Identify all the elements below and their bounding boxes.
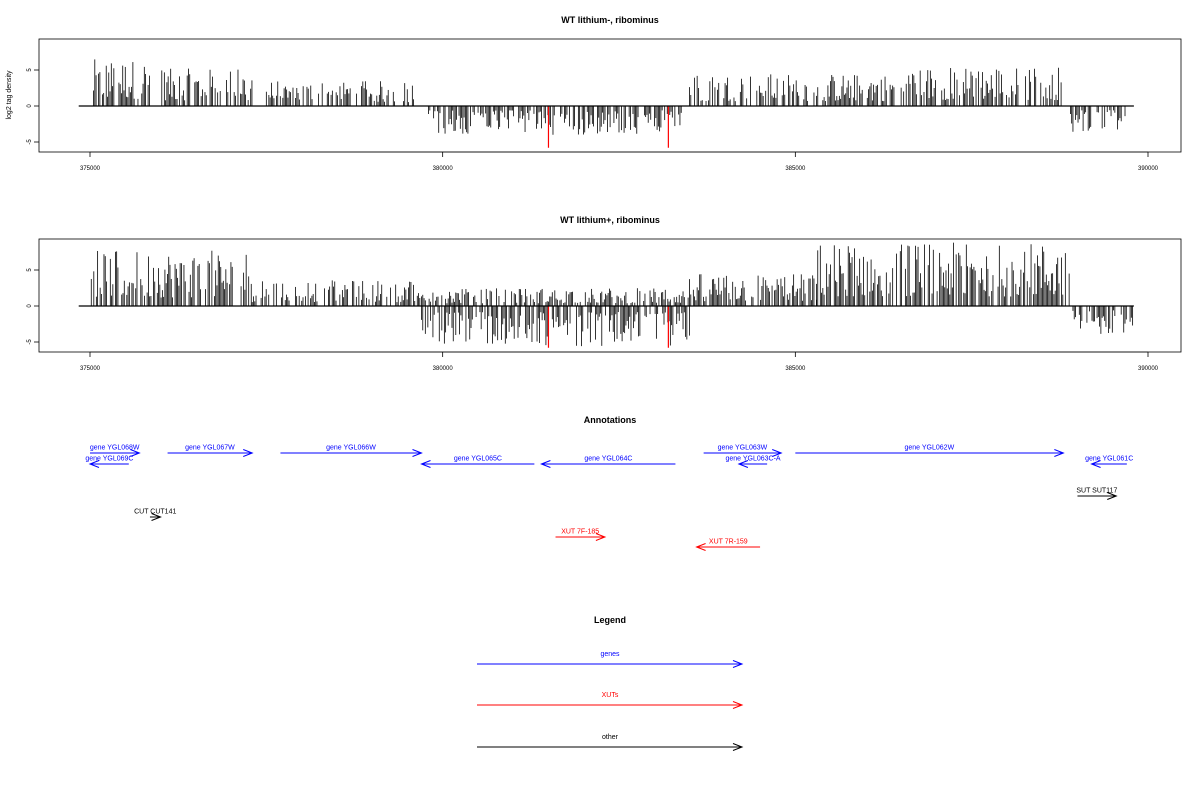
annotation-label: gene YGL064C <box>584 456 632 463</box>
annotations-track: Annotations gene YGL068W gene YGL069C gene… <box>85 415 1133 551</box>
legend: Legend genes XUTs other <box>477 615 744 751</box>
annotation-feature: gene YGL065C <box>420 456 535 468</box>
signal-bars <box>93 59 1126 135</box>
legend-item-xuts: XUTs <box>477 692 744 709</box>
annotation-label: XUT 7R-159 <box>709 539 748 546</box>
panel-title: WT lithium-, ribominus <box>561 15 659 25</box>
arrow-head <box>1107 492 1118 500</box>
legend-label: genes <box>600 651 620 658</box>
annotation-label: gene YGL066W <box>326 445 376 452</box>
x-tick-label: 390000 <box>1138 366 1159 372</box>
y-tick-label: -5 <box>27 139 33 145</box>
arrow-head <box>695 543 706 551</box>
x-tick-label: 380000 <box>433 366 454 372</box>
annotation-label: gene YGL068W <box>90 445 140 452</box>
panel-lithium-minus: WT lithium-, ribominus log2 tag density … <box>6 15 1182 172</box>
plot-frame <box>38 238 1182 353</box>
annotation-feature: gene YGL068W <box>90 445 141 457</box>
arrow-head <box>88 460 100 468</box>
y-tick-label: 0 <box>27 304 33 308</box>
annotation-label: gene YGL069C <box>85 456 133 463</box>
legend-title: Legend <box>594 615 626 625</box>
annotation-feature: SUT SUT117 <box>1076 488 1118 500</box>
arrow-head <box>595 533 607 541</box>
x-axis: 375000 380000 385000 390000 <box>80 151 1159 172</box>
arrow-head <box>420 460 431 468</box>
y-axis-label: log2 tag density <box>6 70 13 120</box>
annotation-feature: gene YGL067W <box>167 445 254 457</box>
annotation-label: gene YGL065C <box>454 456 502 463</box>
x-axis: 375000 380000 385000 390000 <box>80 351 1159 372</box>
x-tick-label: 375000 <box>80 166 101 172</box>
x-tick-label: 390000 <box>1138 166 1159 172</box>
arrow-head <box>772 449 783 457</box>
arrow-head <box>732 743 744 751</box>
y-axis: -5 0 5 <box>27 268 39 345</box>
signal-bars <box>90 242 1134 347</box>
arrow-head <box>737 460 749 468</box>
y-tick-label: 5 <box>27 68 33 72</box>
arrow-head <box>1090 460 1101 468</box>
y-tick-label: -5 <box>27 339 33 345</box>
annotation-label: CUT CUT141 <box>134 509 176 516</box>
arrow-head <box>151 513 162 521</box>
annotation-feature: gene YGL069C <box>85 456 133 468</box>
y-tick-label: 0 <box>27 104 33 108</box>
y-axis: -5 0 5 <box>27 68 39 145</box>
arrow-head <box>732 660 744 668</box>
x-tick-label: 375000 <box>80 366 101 372</box>
annotation-feature: gene YGL062W <box>795 445 1065 457</box>
y-tick-label: 5 <box>27 268 33 272</box>
annotation-feature: gene YGL061C <box>1085 456 1133 468</box>
annotation-label: gene YGL063C-A <box>725 456 780 463</box>
annotation-feature: gene YGL064C <box>540 456 676 468</box>
x-tick-label: 385000 <box>785 166 806 172</box>
annotation-feature: CUT CUT141 <box>134 509 176 521</box>
annotation-feature: gene YGL063C-A <box>725 456 781 468</box>
highlight-bars <box>547 106 669 148</box>
arrow-head <box>412 449 423 457</box>
arrow-head <box>243 449 254 457</box>
annotation-label: gene YGL061C <box>1085 456 1133 463</box>
annotation-feature: XUT 7R-159 <box>695 539 761 551</box>
legend-item-genes: genes <box>477 651 744 668</box>
annotation-label: SUT SUT117 <box>1076 488 1117 495</box>
annotations-title: Annotations <box>584 415 637 425</box>
annotation-label: gene YGL063W <box>718 445 768 452</box>
annotation-label: XUT 7F-185 <box>561 529 599 536</box>
arrow-head <box>732 701 744 709</box>
panel-lithium-plus: WT lithium+, ribominus 375000 380000 38500… <box>27 215 1182 372</box>
annotation-feature: gene YGL066W <box>280 445 423 457</box>
arrow-head <box>1054 449 1065 457</box>
annotation-label: gene YGL062W <box>905 445 955 452</box>
arrow-head <box>540 460 551 468</box>
annotation-label: gene YGL067W <box>185 445 235 452</box>
legend-item-other: other <box>477 734 744 751</box>
annotation-feature: XUT 7F-185 <box>555 529 607 541</box>
x-tick-label: 385000 <box>785 366 806 372</box>
annotation-feature: gene YGL063W <box>703 445 783 457</box>
legend-label: other <box>602 734 619 741</box>
x-tick-label: 380000 <box>433 166 454 172</box>
highlight-bars <box>547 306 669 348</box>
panel-title: WT lithium+, ribominus <box>560 215 660 225</box>
arrow-head <box>130 449 141 457</box>
legend-label: XUTs <box>602 692 619 699</box>
